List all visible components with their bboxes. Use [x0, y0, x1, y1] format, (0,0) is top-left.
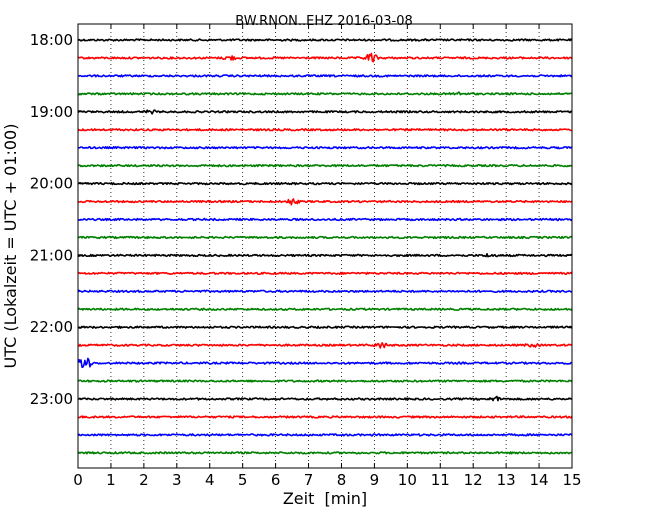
x-tick-label: 7 — [304, 471, 314, 489]
trace-line — [77, 433, 573, 437]
y-axis-ticks: 18:00 19:00 20:00 21:00 22:00 23:00 — [30, 31, 572, 408]
x-tick-label: 13 — [497, 471, 516, 489]
y-tick-label: 21:00 — [30, 246, 73, 264]
trace-line — [77, 217, 573, 222]
trace-line — [77, 307, 573, 311]
y-axis-label: UTC (Lokalzeit = UTC + 01:00) — [1, 124, 20, 369]
y-tick-label: 22:00 — [30, 318, 73, 336]
trace-line — [77, 181, 573, 186]
x-tick-label: 15 — [562, 471, 581, 489]
trace-line — [77, 342, 573, 349]
trace-line — [77, 253, 573, 258]
x-tick-label: 11 — [431, 471, 450, 489]
trace-line — [77, 164, 573, 168]
x-tick-label: 10 — [398, 471, 417, 489]
trace-line — [77, 271, 573, 276]
trace-line — [77, 91, 573, 96]
x-axis-ticks: 0 1 2 3 4 5 6 7 8 9 10 11 12 13 14 15 — [73, 24, 582, 489]
trace-line — [77, 379, 573, 383]
seismogram-traces — [77, 38, 573, 455]
trace-line — [77, 235, 573, 240]
plot-frame — [77, 23, 573, 469]
trace-line — [77, 52, 573, 63]
trace-line — [77, 198, 573, 206]
trace-line — [78, 415, 573, 419]
trace-line — [77, 128, 572, 132]
x-tick-label: 1 — [106, 471, 116, 489]
x-tick-label: 8 — [337, 471, 347, 489]
trace-line — [78, 74, 573, 78]
vertical-grid — [110, 24, 540, 468]
trace-line — [77, 289, 573, 294]
y-tick-label: 20:00 — [30, 175, 73, 193]
y-tick-label: 19:00 — [30, 103, 73, 121]
x-tick-label: 3 — [172, 471, 182, 489]
x-tick-label: 5 — [238, 471, 248, 489]
trace-line — [77, 451, 573, 455]
x-tick-label: 6 — [271, 471, 281, 489]
x-tick-label: 9 — [370, 471, 380, 489]
chart-title: BW.RNON..EHZ 2016-03-08 — [235, 14, 413, 29]
trace-line — [77, 146, 573, 150]
trace-line — [77, 325, 573, 329]
trace-line — [77, 357, 573, 369]
x-tick-label: 2 — [139, 471, 149, 489]
y-tick-label: 18:00 — [30, 31, 73, 49]
x-tick-label: 12 — [464, 471, 483, 489]
x-tick-label: 4 — [205, 471, 215, 489]
y-tick-label: 23:00 — [30, 390, 73, 408]
x-tick-label: 14 — [530, 471, 549, 489]
x-tick-label: 0 — [73, 471, 83, 489]
trace-line — [77, 38, 573, 42]
trace-line — [77, 109, 573, 115]
trace-line — [77, 395, 573, 402]
x-axis-label: Zeit [min] — [283, 489, 367, 508]
